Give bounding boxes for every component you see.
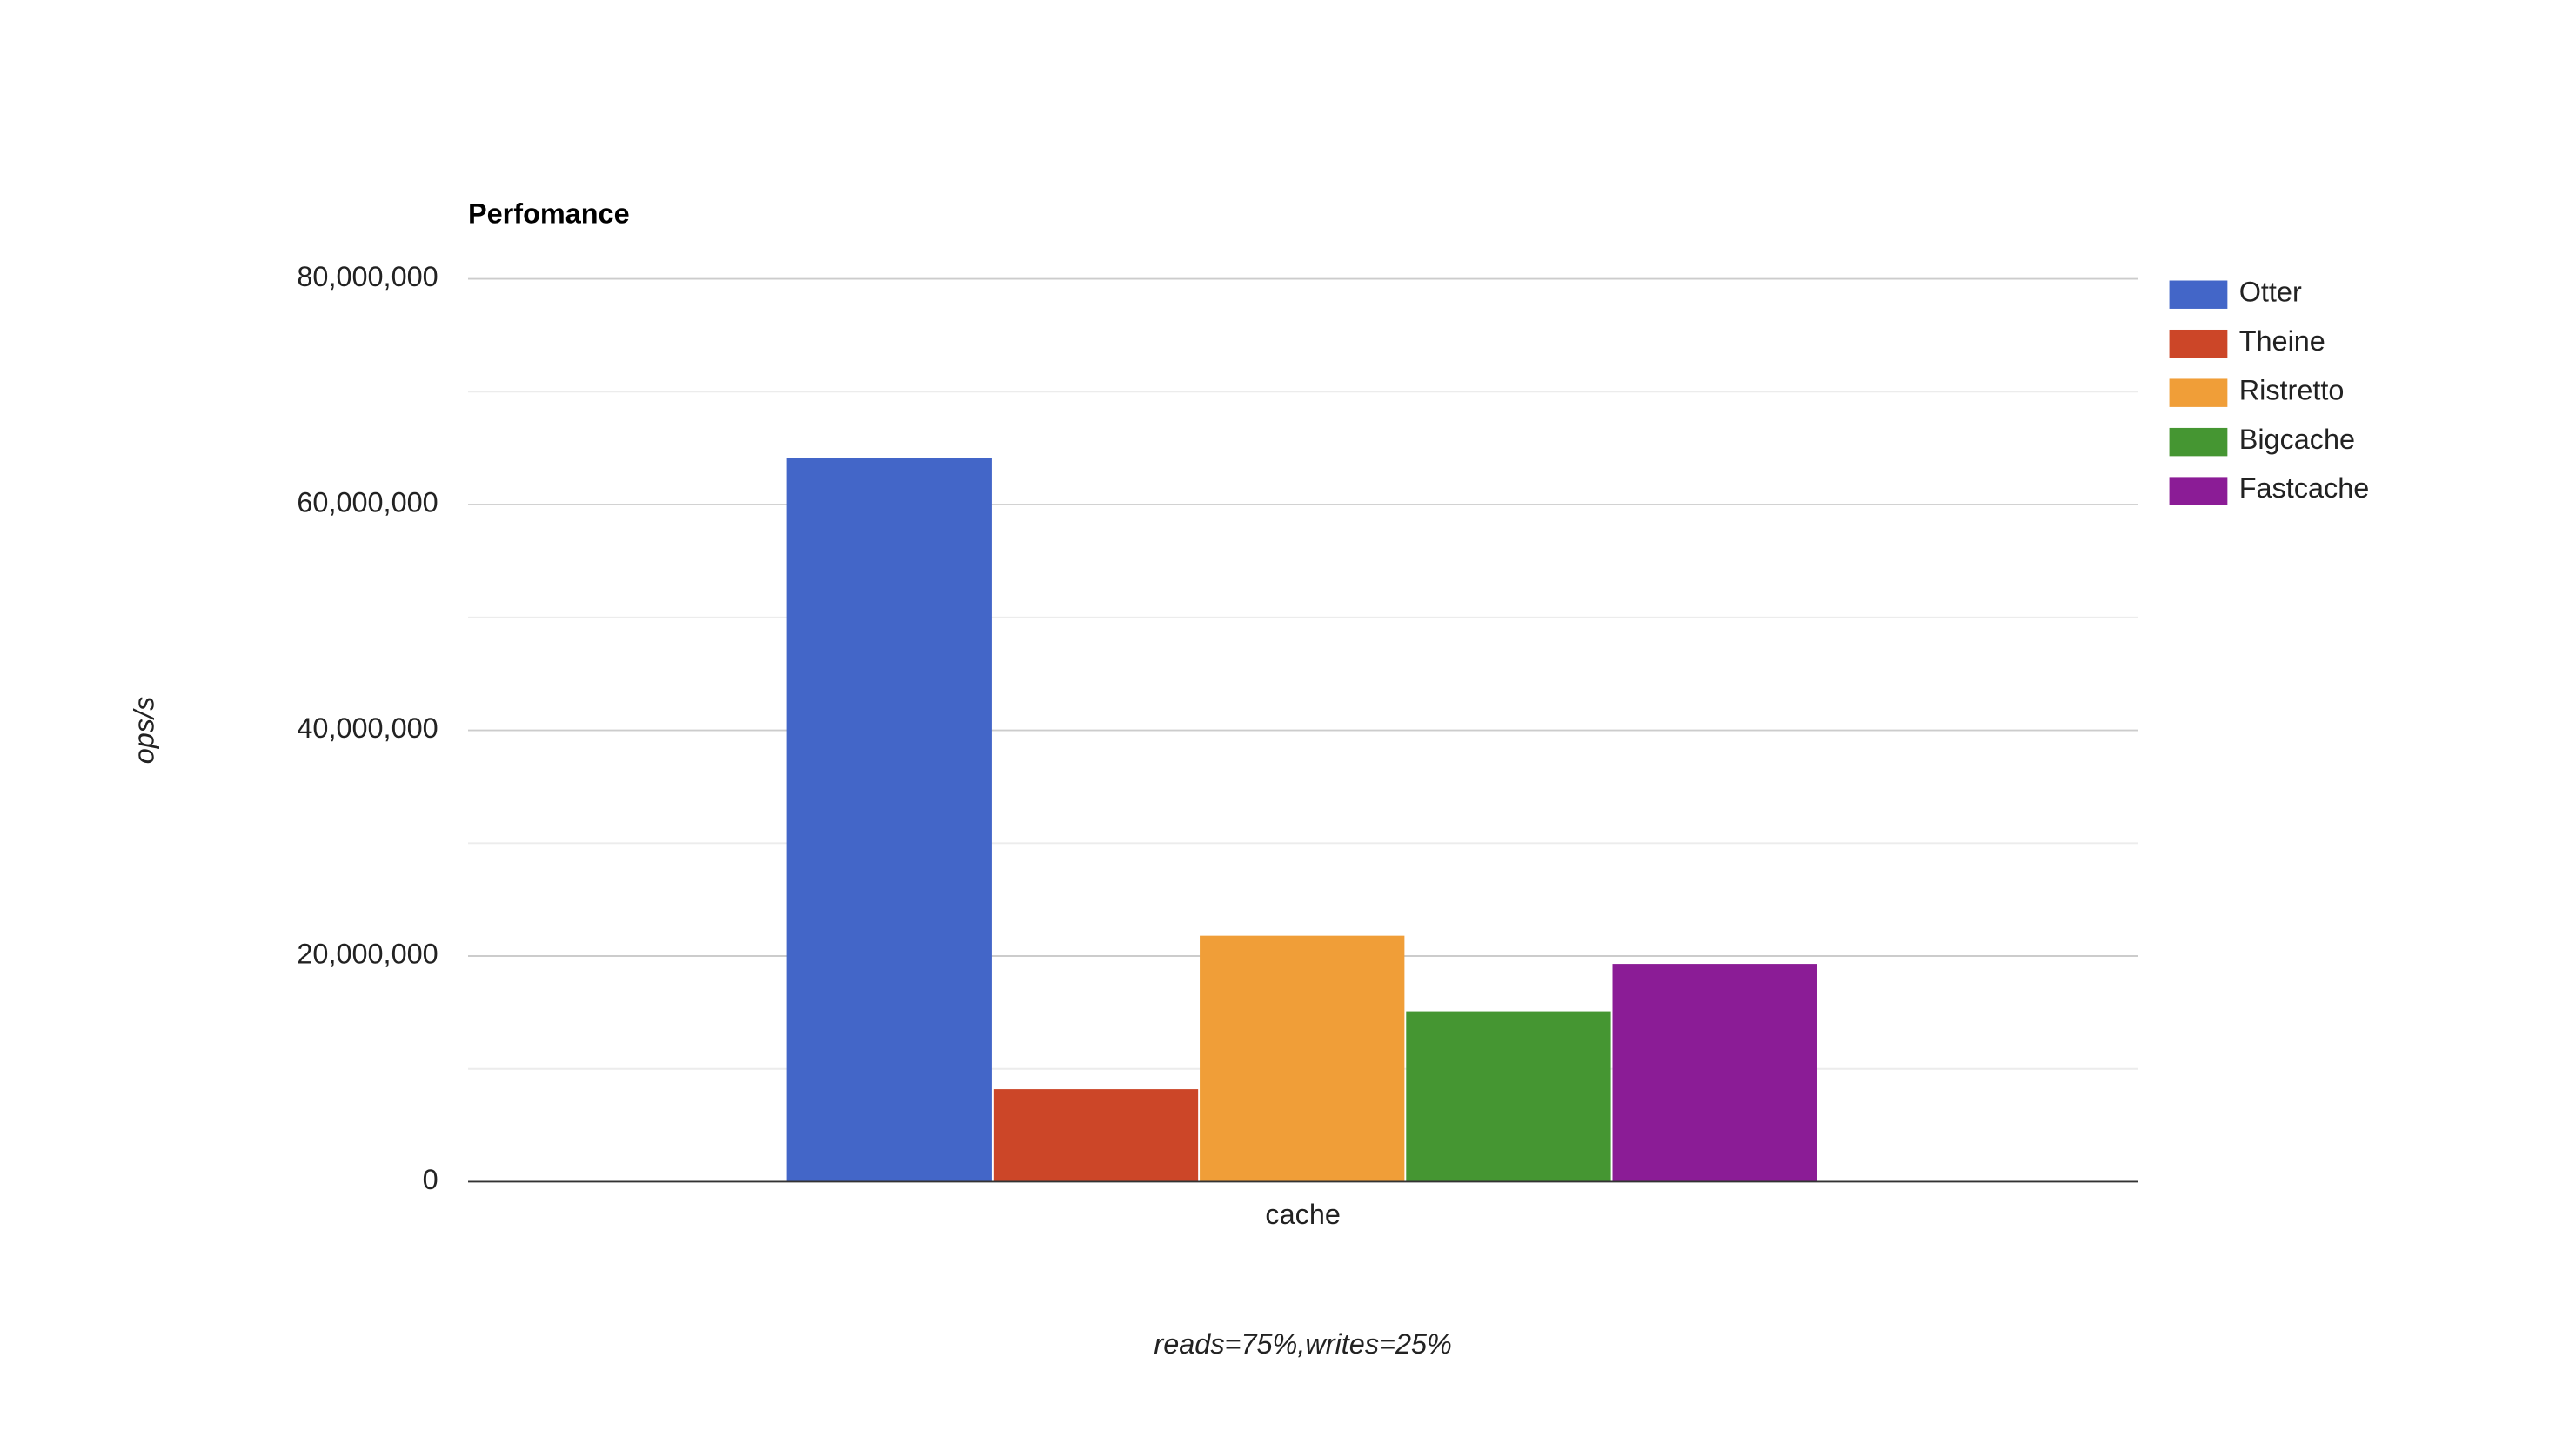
legend-swatch (2169, 378, 2228, 407)
legend-label: Otter (2239, 276, 2302, 307)
bar (1612, 964, 1817, 1182)
y-tick-label: 60,000,000 (297, 487, 438, 518)
legend-label: Theine (2239, 325, 2325, 357)
legend-label: Fastcache (2239, 472, 2370, 504)
y-tick-label: 40,000,000 (297, 712, 438, 744)
legend-swatch (2169, 280, 2228, 309)
legend-label: Bigcache (2239, 424, 2355, 455)
legend-swatch (2169, 329, 2228, 358)
y-tick-label: 0 (423, 1164, 438, 1195)
legend-label: Ristretto (2239, 374, 2345, 405)
y-tick-label: 80,000,000 (297, 261, 438, 292)
x-axis-title: reads=75%,writes=25% (1154, 1328, 1451, 1360)
bar (1406, 1011, 1611, 1182)
bar (786, 458, 992, 1182)
bar (993, 1089, 1199, 1182)
y-tick-label: 20,000,000 (297, 939, 438, 970)
legend-swatch (2169, 427, 2228, 457)
y-axis-title: ops/s (128, 697, 159, 765)
bar (1200, 935, 1405, 1182)
legend-swatch (2169, 477, 2228, 505)
chart-title: Perfomance (468, 198, 630, 230)
x-tick-label: cache (1265, 1199, 1341, 1230)
